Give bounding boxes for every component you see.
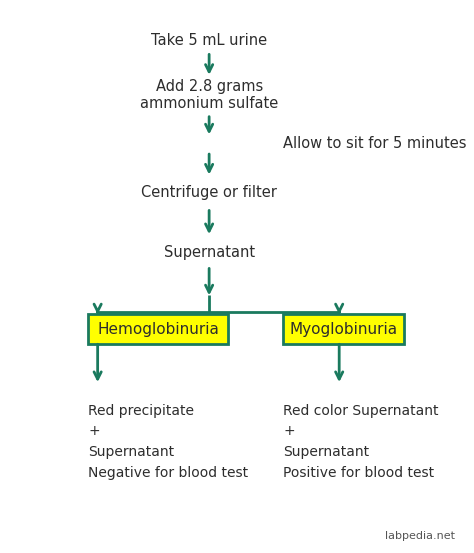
- Text: labpedia.net: labpedia.net: [385, 531, 456, 541]
- Text: Take 5 mL urine: Take 5 mL urine: [151, 33, 267, 48]
- Text: Myoglobinuria: Myoglobinuria: [290, 322, 398, 337]
- Text: Supernatant: Supernatant: [164, 244, 255, 259]
- Text: Add 2.8 grams
ammonium sulfate: Add 2.8 grams ammonium sulfate: [140, 79, 278, 111]
- Text: Red precipitate
+
Supernatant
Negative for blood test: Red precipitate + Supernatant Negative f…: [88, 404, 248, 479]
- FancyBboxPatch shape: [88, 315, 228, 344]
- Text: Red color Supernatant
+
Supernatant
Positive for blood test: Red color Supernatant + Supernatant Posi…: [283, 404, 439, 479]
- FancyBboxPatch shape: [283, 315, 404, 344]
- Text: Allow to sit for 5 minutes: Allow to sit for 5 minutes: [283, 136, 467, 151]
- Text: Centrifuge or filter: Centrifuge or filter: [141, 185, 277, 200]
- Text: Hemoglobinuria: Hemoglobinuria: [97, 322, 219, 337]
